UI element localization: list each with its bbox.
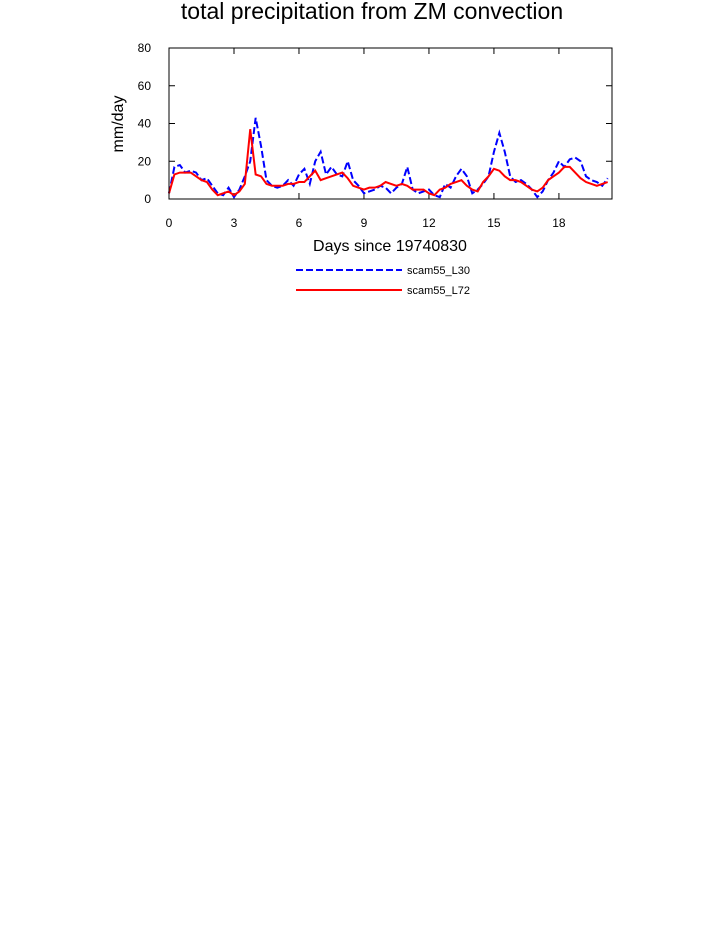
y-tick-label: 20: [138, 154, 152, 168]
y-tick-label: 0: [144, 192, 151, 206]
x-tick-label: 0: [166, 216, 173, 230]
x-axis-label: Days since 19740830: [313, 238, 467, 255]
y-axis-label: mm/day: [110, 96, 127, 153]
legend-label: scam55_L72: [407, 285, 470, 297]
x-tick-label: 3: [231, 216, 238, 230]
x-tick-label: 6: [296, 216, 303, 230]
x-tick-label: 9: [361, 216, 368, 230]
data-line: [168, 117, 609, 199]
legend-label: scam55_L30: [407, 265, 470, 277]
x-tick-label: 18: [552, 216, 566, 230]
y-tick-label: 80: [138, 41, 152, 55]
plot-frame: [168, 47, 613, 200]
x-tick-label: 12: [422, 216, 436, 230]
y-tick-label: 60: [138, 79, 152, 93]
x-tick-label: 15: [487, 216, 501, 230]
chart-title: total precipitation from ZM convection: [181, 0, 563, 24]
data-line: [168, 129, 608, 197]
y-tick-label: 40: [138, 117, 152, 131]
